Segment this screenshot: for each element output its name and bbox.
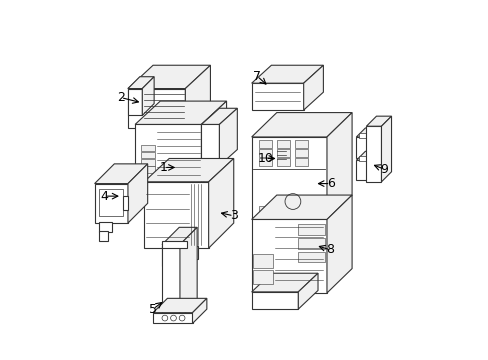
Polygon shape — [162, 227, 197, 244]
Polygon shape — [142, 77, 154, 116]
Polygon shape — [99, 222, 112, 232]
Polygon shape — [201, 101, 226, 184]
Polygon shape — [135, 101, 226, 125]
Polygon shape — [367, 151, 376, 180]
Polygon shape — [276, 149, 290, 157]
Polygon shape — [326, 113, 351, 220]
Text: 5: 5 — [149, 303, 157, 316]
Polygon shape — [162, 244, 180, 318]
Text: 3: 3 — [229, 210, 237, 222]
Polygon shape — [162, 241, 187, 248]
Polygon shape — [276, 158, 290, 166]
Polygon shape — [140, 145, 155, 151]
Polygon shape — [287, 137, 297, 164]
Polygon shape — [251, 65, 323, 83]
Polygon shape — [201, 108, 237, 125]
Polygon shape — [359, 156, 365, 161]
Polygon shape — [356, 128, 376, 137]
Polygon shape — [128, 89, 142, 116]
Text: 7: 7 — [252, 69, 261, 82]
Polygon shape — [253, 254, 273, 268]
Polygon shape — [144, 182, 208, 248]
Polygon shape — [301, 206, 317, 216]
Polygon shape — [258, 140, 272, 148]
Text: 6: 6 — [326, 177, 334, 190]
Polygon shape — [356, 151, 376, 160]
Polygon shape — [258, 206, 274, 216]
Polygon shape — [251, 137, 326, 220]
Polygon shape — [356, 160, 367, 180]
Polygon shape — [356, 137, 367, 158]
Polygon shape — [303, 65, 323, 110]
Polygon shape — [298, 252, 325, 262]
Polygon shape — [99, 189, 122, 216]
Polygon shape — [298, 273, 317, 309]
Polygon shape — [99, 231, 107, 241]
Polygon shape — [359, 133, 365, 138]
Polygon shape — [153, 313, 192, 323]
Text: 8: 8 — [326, 243, 334, 256]
Polygon shape — [185, 65, 210, 128]
Polygon shape — [140, 152, 155, 158]
Polygon shape — [253, 270, 273, 284]
Polygon shape — [140, 166, 155, 173]
Polygon shape — [94, 184, 128, 223]
Polygon shape — [251, 113, 351, 137]
Polygon shape — [251, 220, 326, 293]
Polygon shape — [176, 246, 187, 266]
Polygon shape — [298, 238, 325, 249]
Polygon shape — [326, 195, 351, 293]
Polygon shape — [274, 137, 297, 146]
Text: 2: 2 — [117, 91, 124, 104]
Polygon shape — [251, 195, 351, 220]
Polygon shape — [276, 140, 290, 148]
Polygon shape — [367, 128, 376, 158]
Polygon shape — [258, 149, 272, 157]
Polygon shape — [135, 125, 201, 184]
Polygon shape — [298, 225, 325, 235]
Polygon shape — [162, 246, 176, 266]
Polygon shape — [187, 246, 198, 259]
Polygon shape — [201, 125, 219, 166]
Polygon shape — [144, 158, 233, 182]
Polygon shape — [274, 146, 287, 164]
Polygon shape — [251, 273, 317, 292]
Polygon shape — [381, 116, 391, 182]
Polygon shape — [122, 196, 128, 211]
Polygon shape — [294, 140, 308, 148]
Polygon shape — [366, 126, 381, 182]
Polygon shape — [219, 108, 237, 166]
Polygon shape — [128, 164, 147, 223]
Polygon shape — [128, 89, 185, 128]
Polygon shape — [294, 149, 308, 157]
Polygon shape — [153, 298, 206, 313]
Text: 1: 1 — [160, 161, 167, 174]
Polygon shape — [128, 65, 210, 89]
Polygon shape — [294, 158, 308, 166]
Polygon shape — [278, 140, 284, 147]
Polygon shape — [251, 292, 298, 309]
Polygon shape — [140, 159, 155, 166]
Text: 4: 4 — [101, 190, 108, 203]
Polygon shape — [366, 116, 391, 126]
Polygon shape — [251, 83, 303, 110]
Polygon shape — [208, 158, 233, 248]
Polygon shape — [128, 77, 154, 89]
Polygon shape — [280, 206, 296, 216]
Polygon shape — [192, 298, 206, 323]
Text: 10: 10 — [257, 152, 273, 165]
Text: 9: 9 — [380, 163, 387, 176]
Polygon shape — [180, 227, 197, 318]
Polygon shape — [258, 158, 272, 166]
Polygon shape — [94, 164, 147, 184]
